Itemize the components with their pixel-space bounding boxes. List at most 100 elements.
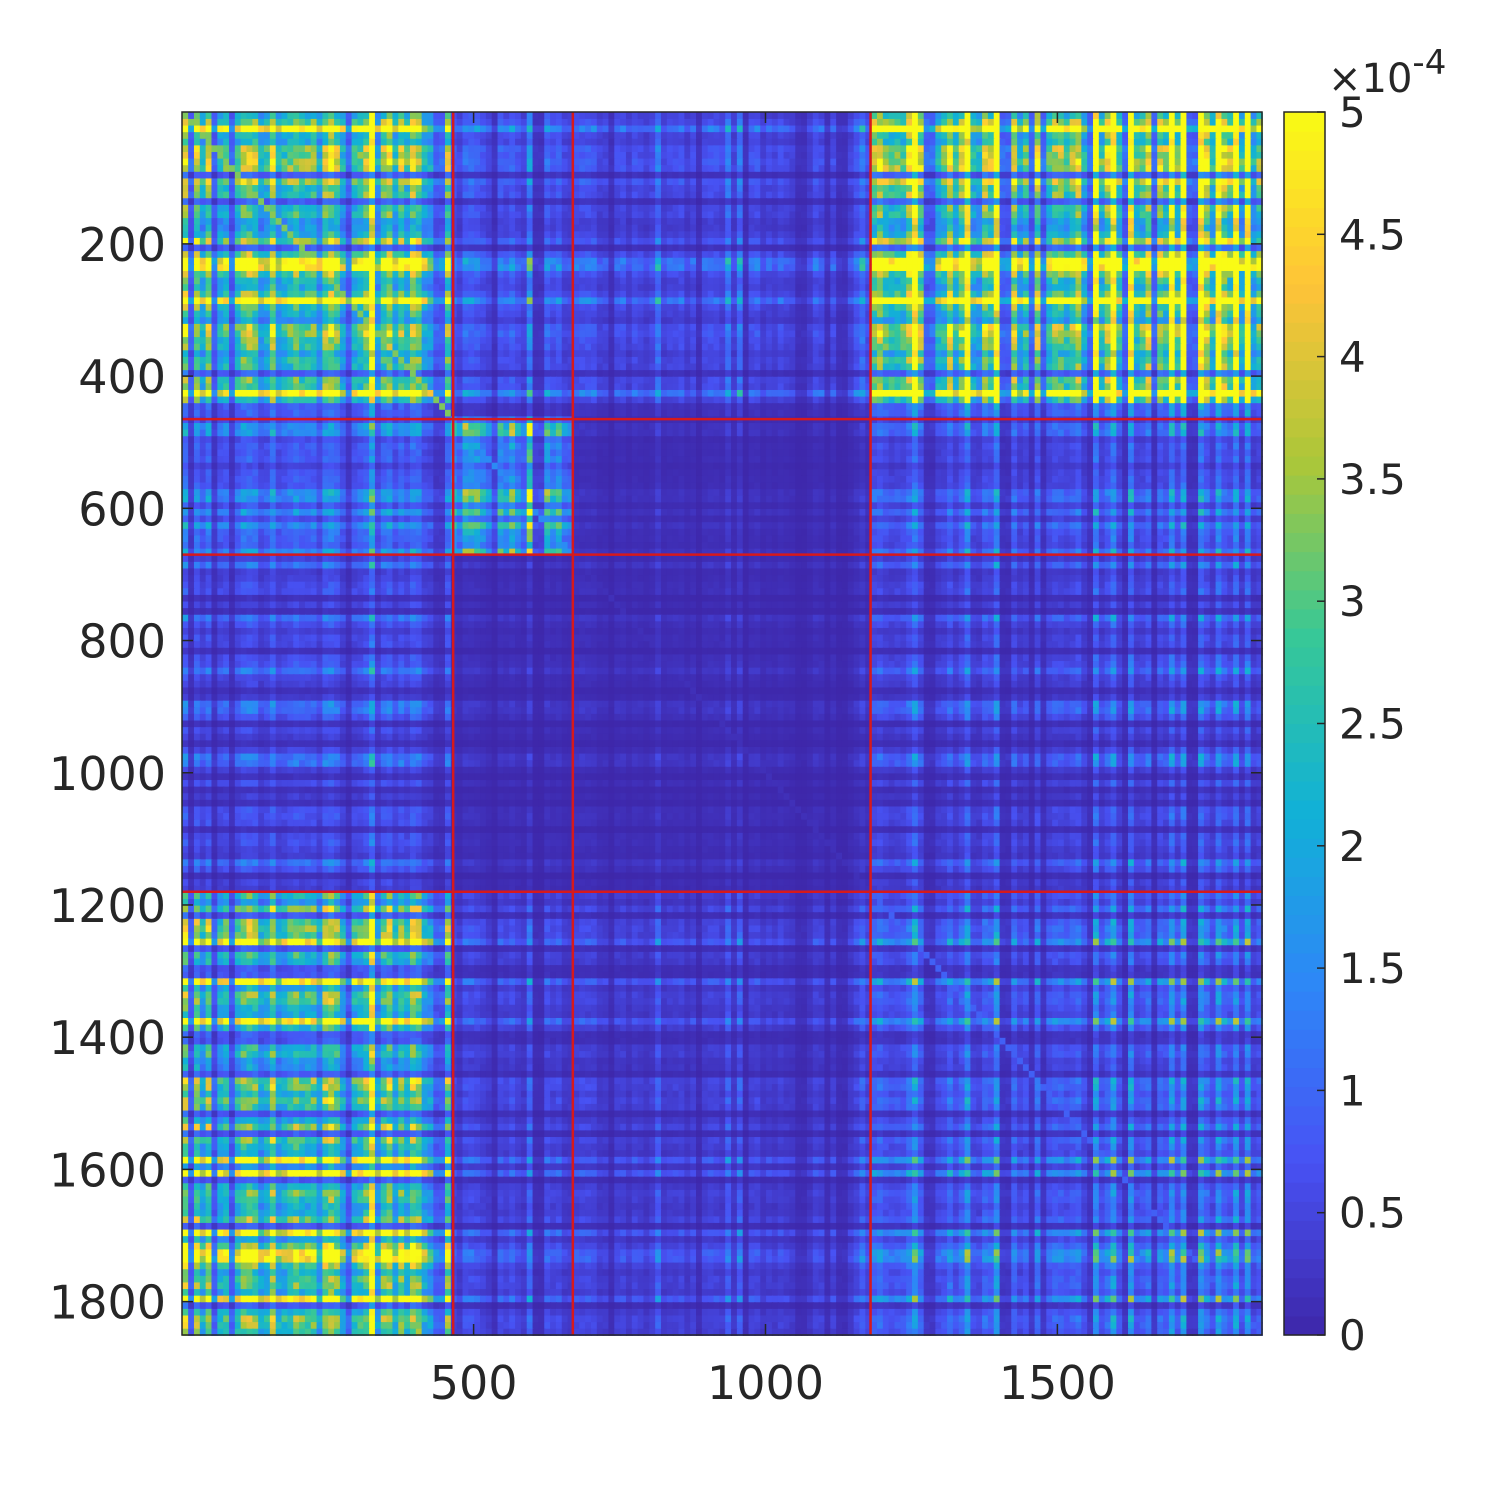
heatmap-cell	[1256, 138, 1263, 147]
heatmap-cell	[427, 112, 435, 121]
heatmap-cell	[217, 125, 225, 134]
heatmap-cell	[421, 125, 429, 134]
heatmap-cell	[684, 118, 692, 127]
heatmap-cell	[485, 138, 493, 147]
heatmap-cell	[1168, 171, 1176, 180]
heatmap-cell	[1221, 152, 1229, 160]
heatmap-cell	[771, 178, 779, 187]
heatmap-cell	[1145, 178, 1153, 187]
heatmap-cell	[1215, 125, 1223, 134]
heatmap-cell	[841, 171, 849, 180]
heatmap-cell	[392, 132, 400, 141]
heatmap-cell	[731, 158, 739, 167]
heatmap-cell	[818, 185, 826, 193]
heatmap-cell	[602, 152, 610, 160]
heatmap-cell	[625, 185, 633, 193]
heatmap-cell	[433, 112, 441, 121]
heatmap-cell	[1122, 118, 1130, 127]
heatmap-cell	[696, 158, 704, 167]
heatmap-cell	[614, 185, 622, 193]
heatmap-cell	[853, 118, 861, 127]
heatmap-cell	[614, 112, 622, 121]
heatmap-cell	[182, 191, 190, 200]
heatmap-cell	[900, 118, 908, 127]
heatmap-cell	[894, 132, 902, 141]
heatmap-cell	[1244, 145, 1252, 154]
heatmap-cell	[608, 178, 616, 187]
heatmap-cell	[643, 145, 651, 154]
heatmap-cell	[1163, 178, 1171, 187]
heatmap-cell	[544, 145, 552, 154]
heatmap-cell	[696, 185, 704, 193]
heatmap-cell	[228, 132, 237, 141]
heatmap-cell	[1139, 178, 1147, 187]
heatmap-cell	[806, 171, 814, 180]
heatmap-cell	[660, 132, 669, 141]
heatmap-cell	[789, 185, 797, 193]
heatmap-cell	[567, 132, 575, 141]
heatmap-cell	[941, 158, 949, 167]
heatmap-cell	[1040, 185, 1048, 193]
heatmap-cell	[742, 185, 750, 193]
heatmap-cell	[783, 118, 791, 127]
heatmap-cell	[1180, 165, 1188, 174]
heatmap-cell	[830, 138, 838, 147]
heatmap-cell	[228, 112, 237, 121]
heatmap-cell	[223, 171, 231, 180]
heatmap-cell	[374, 152, 382, 160]
heatmap-cell	[555, 112, 563, 121]
heatmap-cell	[947, 158, 955, 167]
heatmap-cell	[1186, 112, 1194, 121]
heatmap-cell	[982, 185, 990, 193]
heatmap-cell	[836, 152, 844, 160]
heatmap-cell	[1005, 112, 1013, 121]
heatmap-cell	[246, 178, 254, 187]
heatmap-cell	[964, 158, 972, 167]
heatmap-cell	[912, 152, 920, 160]
heatmap-cell	[690, 158, 698, 167]
heatmap-cell	[205, 191, 213, 200]
heatmap-cell	[894, 145, 902, 154]
heatmap-cell	[906, 112, 914, 121]
heatmap-cell	[1069, 185, 1077, 193]
heatmap-cell	[1238, 118, 1246, 127]
heatmap-cell	[363, 118, 371, 127]
heatmap-cell	[947, 112, 955, 121]
heatmap-cell	[1233, 118, 1241, 127]
heatmap-cell	[701, 145, 709, 154]
heatmap-cell	[1215, 118, 1223, 127]
heatmap-cell	[1005, 178, 1013, 187]
heatmap-cell	[917, 165, 925, 174]
heatmap-cell	[310, 132, 318, 141]
heatmap-cell	[555, 171, 563, 180]
heatmap-cell	[719, 145, 727, 154]
heatmap-cell	[585, 158, 593, 167]
heatmap-cell	[491, 145, 499, 154]
heatmap-cell	[415, 138, 423, 147]
heatmap-cell	[1034, 171, 1042, 180]
heatmap-cell	[304, 125, 312, 134]
heatmap-cell	[485, 145, 493, 154]
heatmap-cell	[760, 171, 768, 180]
heatmap-cell	[1209, 118, 1217, 127]
heatmap-cell	[672, 118, 680, 127]
heatmap-cell	[958, 145, 966, 154]
heatmap-cell	[736, 158, 744, 167]
heatmap-cell	[876, 165, 885, 174]
heatmap-cell	[182, 118, 190, 127]
heatmap-cell	[982, 165, 990, 174]
heatmap-cell	[281, 118, 289, 127]
heatmap-cell	[801, 125, 809, 134]
heatmap-cell	[713, 178, 721, 187]
heatmap-cell	[310, 171, 318, 180]
heatmap-cell	[1151, 112, 1159, 121]
heatmap-cell	[1145, 145, 1153, 154]
heatmap-cell	[468, 178, 476, 187]
heatmap-cell	[1057, 145, 1065, 154]
heatmap-cell	[1180, 152, 1188, 160]
heatmap-cell	[783, 125, 791, 134]
heatmap-cell	[906, 158, 914, 167]
heatmap-cell	[952, 125, 960, 134]
heatmap-cell	[240, 138, 248, 147]
